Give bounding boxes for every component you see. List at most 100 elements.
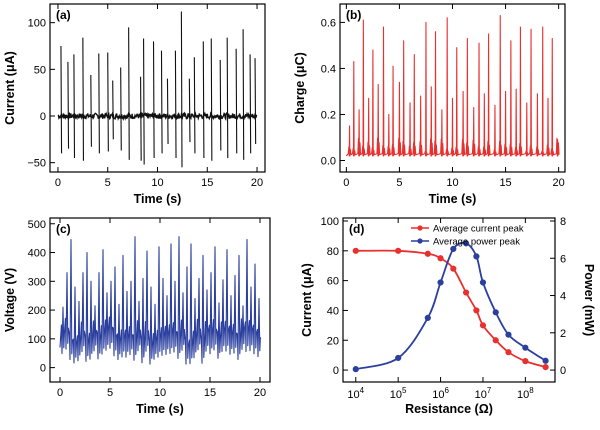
current-spike [235,48,238,154]
current-spike [67,61,70,149]
current-spike [249,54,252,154]
panel-a-ylabel: Current (μA) [3,51,17,125]
current-spike [143,38,145,165]
panel-c-ytick-label: 300 [28,276,46,288]
current-spike [112,80,114,140]
current-data-point [542,363,549,371]
current-baseline-trace [57,110,258,122]
power-fit-curve [355,241,547,371]
current-data-point [462,289,470,296]
panel-d-ytick-label: 0 [333,365,339,377]
panel-d-xtick-label: 104 [347,386,364,401]
panel-d-panel-label: (d) [349,222,364,236]
current-spike [90,74,92,147]
current-spike [226,37,229,159]
current-spike [73,54,76,159]
current-spike [98,53,100,154]
panel-a-xtick-label: 0 [55,177,61,189]
current-spike [174,50,177,159]
power-data-point [505,331,512,338]
panel-a-ytick-label: −50 [27,158,46,170]
current-data-point [505,349,512,356]
panel-b-xlabel: Time (s) [429,192,477,206]
legend-marker-current [417,225,423,231]
panel-a-panel-label: (a) [56,8,71,22]
legend-marker-power [417,238,423,244]
current-data-point [450,265,457,272]
panel-c-xtick-label: 0 [57,387,63,399]
panel-d-ytick-label: 20 [327,335,339,347]
panel-d-y2tick-label: 8 [560,216,566,228]
current-spike [180,11,183,168]
panel-d-xlabel: Resistance (Ω) [405,402,493,416]
current-spike [160,50,163,154]
current-spike [242,29,245,160]
power-data-point [352,366,359,373]
current-data-point [395,247,402,254]
panel-b-ytick-label: 0.4 [321,63,336,75]
panel-d-ytick-label: 80 [327,246,339,258]
panel-c-ytick-label: 400 [28,248,46,260]
current-spike [140,76,142,161]
current-data-point [473,307,480,314]
power-data-point [462,240,470,247]
legend-label-current: Average current peak [433,224,524,235]
panel-a-ytick-label: 50 [34,64,46,76]
current-spike [254,58,257,145]
panel-d-xtick-label: 106 [432,386,449,401]
current-spike [120,67,122,151]
panel-d-y2tick-label: 0 [560,365,566,377]
panel-b-ylabel: Charge (μC) [293,52,307,124]
power-data-point [542,357,549,364]
panel-d-y2tick-label: 2 [560,328,566,340]
panel-c-xtick-label: 15 [204,387,216,399]
voltage-trace [59,236,261,365]
current-data-point [424,250,431,257]
panel-d-y2label: Power (mW) [582,264,596,336]
current-spike [210,38,213,161]
panel-b-ytick-label: 0.2 [321,109,336,121]
panel-a-xlabel: Time (s) [134,192,182,206]
current-data-point [479,322,487,329]
panel-a-frame [49,3,266,173]
current-data-point [352,247,359,254]
panel-a-current-vs-time: 0 5 10 15 20 −50 0 50 100 Time (s) Current (μA) (a) [3,3,266,206]
current-data-point [437,255,444,262]
panel-b-xtick-label: 5 [396,177,402,189]
current-spike [219,59,222,151]
current-spike [82,37,84,161]
panel-a-xtick-label: 5 [105,177,111,189]
current-spike [193,57,196,154]
panel-d-ylabel: Current (μA) [300,263,314,337]
power-data-point [395,354,402,362]
panel-c-xlabel: Time (s) [136,402,184,416]
panel-d-xtick-label: 108 [517,386,534,401]
panel-a-xtick-label: 15 [201,177,213,189]
panel-d-current-power-vs-resistance: 104 105 106 107 108 0 20 40 60 80 100 0 2 4 6 8 Resistan… [300,216,596,416]
panel-c-ytick-label: 100 [28,334,46,346]
panel-a-ytick-label: 100 [28,18,46,30]
power-data-point [437,279,444,286]
panel-b-xtick-label: 10 [446,177,458,189]
panel-d-ytick-label: 100 [321,216,339,228]
panel-b-xtick-label: 15 [499,177,511,189]
current-spike [152,41,155,159]
panel-b-charge-vs-time: 0 5 10 15 20 0.0 0.2 0.4 0.6 Time (s) Charge (μC) (… [293,3,566,206]
power-data-point [450,245,457,253]
current-spike [128,27,130,160]
current-spike [166,78,169,145]
current-spike [188,78,191,143]
panel-c-ytick-label: 200 [28,305,46,317]
panel-a-xtick-label: 10 [151,177,163,189]
panel-c-xtick-label: 5 [107,387,113,399]
panel-d-xtick-label: 107 [475,386,492,401]
panel-b-panel-label: (b) [346,8,361,22]
panel-c-panel-label: (c) [56,222,71,236]
panel-b-xtick-label: 20 [553,177,565,189]
current-spike [60,45,63,154]
panel-b-xtick-label: 0 [343,177,349,189]
panel-c-ytick-label: 0 [40,363,46,375]
panel-a-xtick-label: 20 [251,177,263,189]
